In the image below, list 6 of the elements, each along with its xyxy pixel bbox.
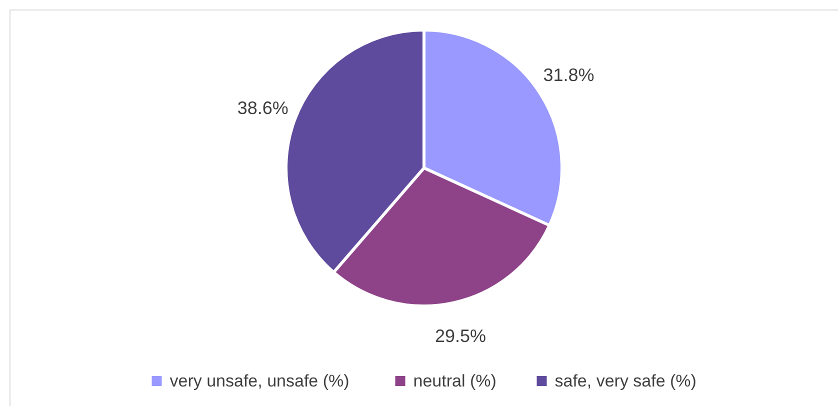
legend-label: neutral (%) <box>413 372 496 390</box>
data-label: 38.6% <box>237 98 288 118</box>
data-label: 29.5% <box>434 326 486 346</box>
data-label: 31.8% <box>543 65 594 86</box>
legend-label: very unsafe, unsafe (%) <box>170 372 350 390</box>
legend-label: safe, very safe (%) <box>554 372 696 390</box>
